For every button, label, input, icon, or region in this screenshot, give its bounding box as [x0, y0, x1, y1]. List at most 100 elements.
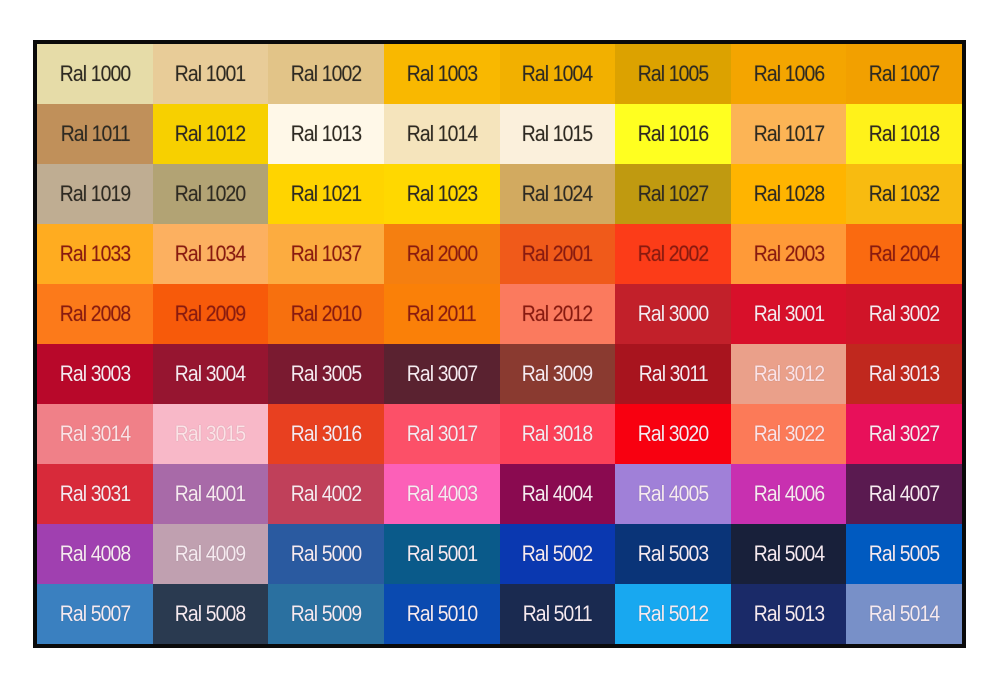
color-swatch: Ral 5001: [383, 524, 500, 584]
color-swatch: Ral 2004: [846, 224, 962, 284]
color-swatch: Ral 1037: [268, 224, 384, 284]
swatch-label: Ral 3009: [522, 361, 593, 386]
color-swatch: Ral 2011: [383, 284, 500, 344]
color-swatch: Ral 1015: [499, 104, 616, 164]
color-swatch: Ral 3000: [615, 284, 731, 344]
swatch-label: Ral 1034: [175, 241, 246, 266]
color-swatch: Ral 1019: [37, 164, 153, 224]
swatch-label: Ral 1006: [753, 61, 824, 86]
color-swatch: Ral 2000: [383, 224, 500, 284]
swatch-label: Ral 5014: [868, 601, 940, 626]
color-swatch: Ral 3013: [846, 344, 962, 404]
color-swatch: Ral 5008: [152, 584, 269, 644]
color-swatch: Ral 4004: [499, 464, 616, 524]
swatch-label: Ral 4009: [175, 541, 246, 566]
swatch-label: Ral 3004: [175, 361, 246, 386]
color-swatch: Ral 2002: [615, 224, 731, 284]
swatch-label: Ral 1013: [290, 121, 362, 146]
color-swatch: Ral 1023: [383, 164, 500, 224]
color-swatch: Ral 5011: [499, 584, 616, 644]
swatch-label: Ral 4005: [637, 481, 709, 506]
swatch-label: Ral 2012: [522, 301, 593, 326]
color-swatch: Ral 5014: [846, 584, 962, 644]
color-swatch: Ral 1006: [730, 44, 847, 104]
swatch-label: Ral 5001: [406, 541, 477, 566]
color-swatch: Ral 2008: [37, 284, 153, 344]
color-swatch: Ral 2010: [268, 284, 384, 344]
swatch-label: Ral 1015: [522, 121, 593, 146]
color-swatch: Ral 3015: [152, 404, 269, 464]
color-swatch: Ral 1018: [846, 104, 962, 164]
swatch-label: Ral 1021: [290, 181, 362, 206]
color-swatch: Ral 4001: [152, 464, 269, 524]
color-swatch: Ral 4008: [37, 524, 153, 584]
color-swatch: Ral 4007: [846, 464, 962, 524]
swatch-label: Ral 5004: [753, 541, 824, 566]
swatch-label: Ral 4007: [868, 481, 940, 506]
swatch-label: Ral 1012: [175, 121, 246, 146]
swatch-label: Ral 3016: [290, 421, 362, 446]
color-swatch: Ral 3014: [37, 404, 153, 464]
color-swatch: Ral 3018: [499, 404, 616, 464]
swatch-label: Ral 2003: [753, 241, 824, 266]
color-swatch: Ral 3020: [615, 404, 731, 464]
color-swatch: Ral 1032: [846, 164, 962, 224]
color-swatch: Ral 2001: [499, 224, 616, 284]
swatch-label: Ral 4004: [522, 481, 593, 506]
swatch-label: Ral 3018: [522, 421, 593, 446]
ral-color-chart: Ral 1000 Ral 1001 Ral 1002 Ral 1003 Ral 1004…: [33, 40, 966, 648]
swatch-label: Ral 5013: [753, 601, 824, 626]
color-swatch: Ral 3016: [268, 404, 384, 464]
swatch-label: Ral 1016: [637, 121, 709, 146]
color-swatch: Ral 3011: [615, 344, 731, 404]
swatch-label: Ral 1018: [868, 121, 940, 146]
color-swatch: Ral 3017: [383, 404, 500, 464]
color-swatch: Ral 1021: [268, 164, 384, 224]
color-swatch: Ral 1033: [37, 224, 153, 284]
color-swatch: Ral 5007: [37, 584, 153, 644]
swatch-label: Ral 2010: [290, 301, 362, 326]
color-swatch: Ral 1002: [268, 44, 384, 104]
color-swatch: Ral 5002: [499, 524, 616, 584]
swatch-label: Ral 5012: [637, 601, 709, 626]
swatch-label: Ral 2011: [407, 301, 477, 326]
swatch-label: Ral 3015: [175, 421, 246, 446]
color-swatch: Ral 1024: [499, 164, 616, 224]
swatch-grid: Ral 1000 Ral 1001 Ral 1002 Ral 1003 Ral 1004…: [37, 44, 962, 644]
color-swatch: Ral 1028: [730, 164, 847, 224]
swatch-label: Ral 5011: [522, 601, 593, 626]
color-swatch: Ral 3002: [846, 284, 962, 344]
swatch-label: Ral 1032: [868, 181, 940, 206]
swatch-label: Ral 4003: [406, 481, 477, 506]
swatch-label: Ral 3000: [637, 301, 709, 326]
color-swatch: Ral 1013: [268, 104, 384, 164]
color-swatch: Ral 1012: [152, 104, 269, 164]
color-swatch: Ral 3004: [152, 344, 269, 404]
color-swatch: Ral 4006: [730, 464, 847, 524]
swatch-label: Ral 5003: [637, 541, 709, 566]
swatch-label: Ral 1004: [522, 61, 593, 86]
color-swatch: Ral 5012: [615, 584, 731, 644]
swatch-label: Ral 5007: [59, 601, 131, 626]
color-swatch: Ral 1007: [846, 44, 962, 104]
color-swatch: Ral 1014: [383, 104, 500, 164]
swatch-label: Ral 1028: [753, 181, 824, 206]
color-swatch: Ral 3027: [846, 404, 962, 464]
swatch-label: Ral 1019: [59, 181, 131, 206]
swatch-label: Ral 1017: [753, 121, 824, 146]
swatch-label: Ral 3012: [753, 361, 824, 386]
swatch-label: Ral 1033: [59, 241, 131, 266]
swatch-label: Ral 2008: [59, 301, 131, 326]
swatch-label: Ral 5000: [290, 541, 362, 566]
swatch-label: Ral 1027: [637, 181, 709, 206]
swatch-label: Ral 3005: [290, 361, 362, 386]
color-swatch: Ral 5004: [730, 524, 847, 584]
color-swatch: Ral 1020: [152, 164, 269, 224]
swatch-label: Ral 4008: [59, 541, 131, 566]
swatch-label: Ral 1020: [175, 181, 246, 206]
swatch-label: Ral 1024: [522, 181, 593, 206]
swatch-label: Ral 1003: [406, 61, 477, 86]
swatch-label: Ral 3001: [753, 301, 824, 326]
swatch-label: Ral 4001: [175, 481, 246, 506]
color-swatch: Ral 1003: [383, 44, 500, 104]
